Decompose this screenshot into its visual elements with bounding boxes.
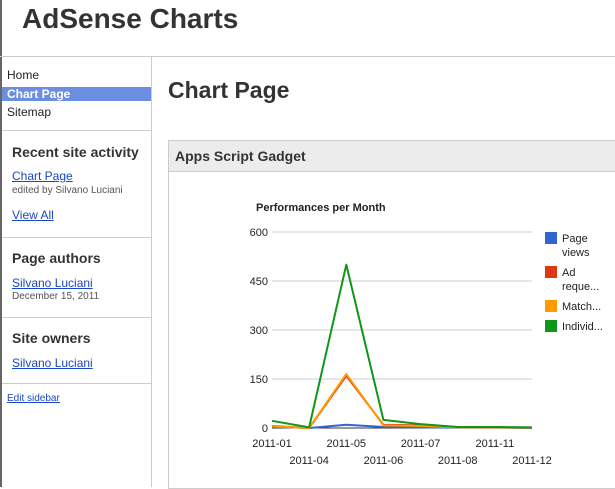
sidebar-divider (2, 383, 151, 384)
gadget-panel: Apps Script Gadget (168, 140, 615, 489)
gadget-header: Apps Script Gadget (169, 141, 615, 172)
sidebar: Home Chart Page Sitemap Recent site acti… (0, 57, 152, 487)
legend-label: Page views (562, 233, 590, 259)
y-tick-label: 600 (250, 227, 268, 239)
x-tick-label: 2011-08 (438, 455, 478, 467)
sidebar-item-sitemap[interactable]: Sitemap (7, 105, 52, 119)
y-tick-label: 450 (250, 276, 268, 288)
legend-label: Ad reque... (562, 267, 599, 293)
x-tick-label: 2011-05 (327, 438, 367, 450)
view-all-link[interactable]: View All (12, 208, 54, 222)
sidebar-item-chart-page-label[interactable]: Chart Page (7, 87, 71, 101)
sidebar-divider (2, 130, 151, 131)
x-tick-label: 2011-04 (289, 455, 329, 467)
page-authors-heading: Page authors (12, 250, 101, 266)
site-title[interactable]: AdSense Charts (22, 3, 239, 34)
legend-label: Individ... (562, 321, 603, 333)
edit-sidebar-link[interactable]: Edit sidebar (7, 393, 60, 404)
page-left-border (0, 0, 2, 487)
header-divider (0, 56, 615, 57)
legend-swatch (545, 320, 557, 332)
sidebar-divider (2, 237, 151, 238)
y-tick-label: 150 (250, 374, 268, 386)
sidebar-item-home[interactable]: Home (7, 68, 40, 82)
recent-activity-heading: Recent site activity (12, 144, 139, 160)
y-tick-label: 300 (250, 325, 268, 337)
x-tick-label: 2011-11 (475, 438, 514, 450)
y-tick-label: 0 (262, 423, 268, 435)
recent-activity-editor: edited by Silvano Luciani (12, 185, 123, 196)
page-title: Chart Page (168, 77, 290, 103)
x-tick-label: 2011-07 (401, 438, 441, 450)
sidebar-divider (2, 317, 151, 318)
legend-label: Match... (562, 301, 601, 313)
author-link[interactable]: Silvano Luciani (12, 276, 93, 290)
owner-link[interactable]: Silvano Luciani (12, 356, 93, 370)
legend-swatch (545, 300, 557, 312)
chart-title: Performances per Month (256, 202, 386, 214)
site-owners-heading: Site owners (12, 330, 91, 346)
x-tick-label: 2011-12 (512, 455, 552, 467)
legend-swatch (545, 266, 557, 278)
author-date: December 15, 2011 (12, 291, 100, 302)
performance-chart: Performances per Month 0 150 300 450 600 201… (250, 202, 603, 467)
recent-activity-link[interactable]: Chart Page (12, 169, 73, 183)
sidebar-item-chart-page[interactable]: Chart Page (2, 87, 151, 101)
series-line (271, 263, 533, 429)
legend-swatch (545, 232, 557, 244)
gadget-title: Apps Script Gadget (175, 148, 306, 164)
x-tick-label: 2011-01 (252, 438, 292, 450)
x-tick-label: 2011-06 (364, 455, 404, 467)
